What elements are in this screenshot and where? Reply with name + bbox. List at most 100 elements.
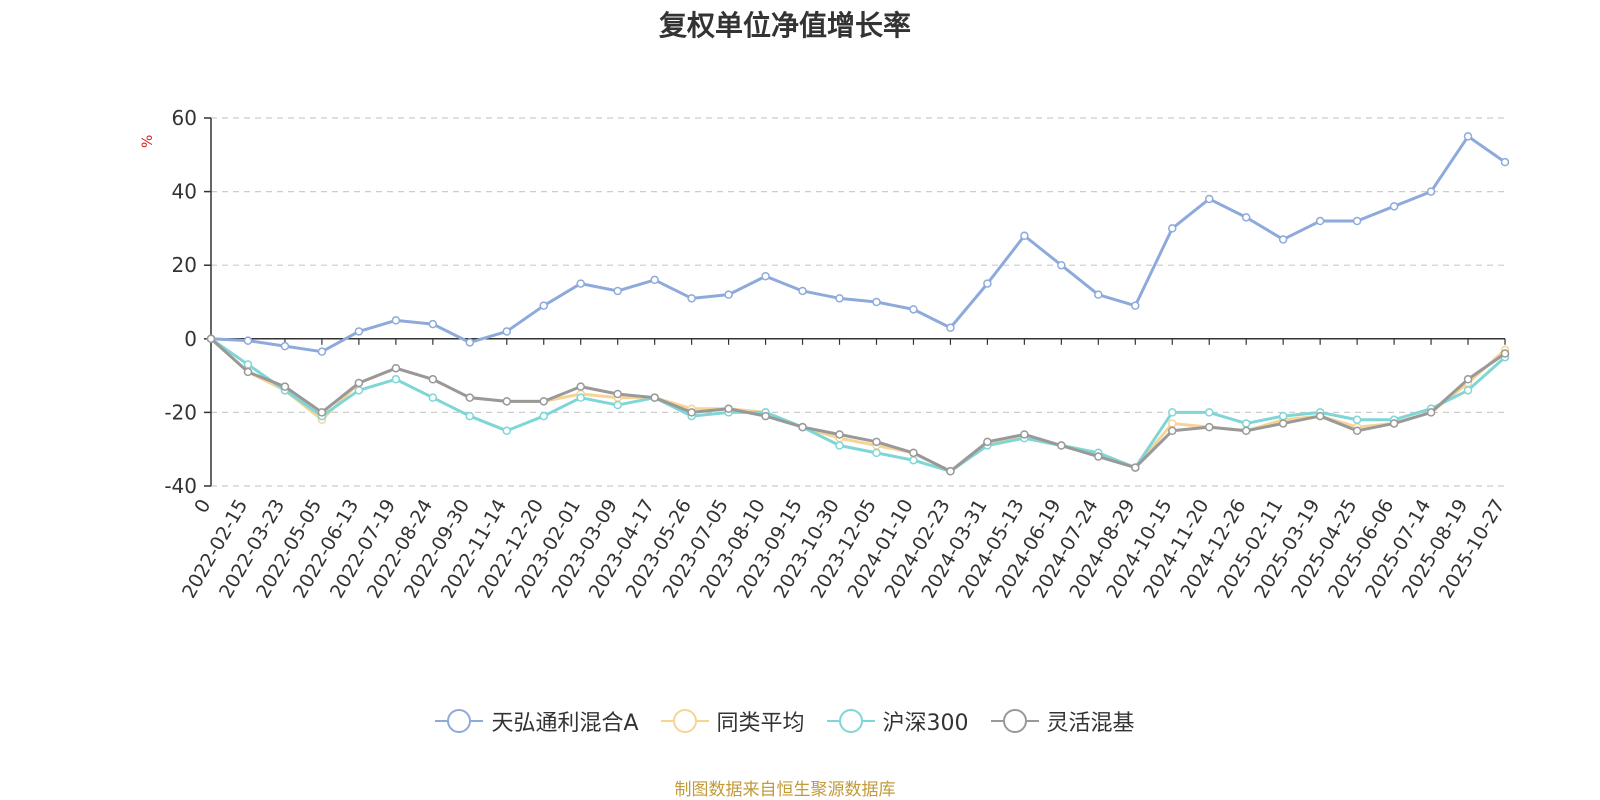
data-point <box>946 323 955 333</box>
data-point <box>724 404 733 413</box>
data-point <box>1500 157 1510 167</box>
data-point <box>1168 426 1177 436</box>
y-tick-label: 40 <box>172 180 197 204</box>
legend-item[interactable]: 灵活混基 <box>990 705 1135 737</box>
data-point <box>1315 216 1325 226</box>
data-source-note: 制图数据来自恒生聚源数据库 <box>674 780 896 800</box>
data-point <box>1057 441 1066 450</box>
data-point <box>613 400 622 410</box>
data-point <box>280 382 290 391</box>
data-point <box>1278 411 1288 421</box>
data-point <box>650 275 659 285</box>
data-point <box>1204 408 1214 417</box>
data-point <box>1057 260 1066 270</box>
legend-marker-icon <box>826 706 875 736</box>
x-tick-label: 0 <box>190 496 215 517</box>
data-point <box>576 279 585 288</box>
axis-layer <box>204 117 1506 487</box>
data-point <box>872 297 881 307</box>
data-point <box>317 347 327 356</box>
chart-title: 复权单位净值增长率 <box>658 9 911 42</box>
data-point <box>835 294 844 303</box>
series-line <box>210 337 1507 473</box>
y-tick-label: 60 <box>172 106 197 130</box>
data-point <box>872 448 881 458</box>
data-point <box>1241 213 1251 222</box>
data-point <box>354 378 364 388</box>
legend: 天弘通利混合A 同类平均 沪深300 灵活混基 <box>0 705 1570 737</box>
data-point <box>1463 386 1473 395</box>
data-point <box>354 386 364 395</box>
data-point <box>539 301 548 310</box>
data-point <box>465 338 475 347</box>
data-point <box>687 294 696 303</box>
data-point <box>1389 202 1399 211</box>
data-point <box>1352 216 1362 226</box>
label-layer: 6040200-20-4002022-02-152022-03-232022-0… <box>164 106 1509 602</box>
data-point <box>391 375 401 384</box>
data-point <box>502 426 512 436</box>
data-point <box>798 422 807 432</box>
data-point <box>983 279 992 288</box>
data-point <box>465 393 475 402</box>
legend-item[interactable]: 沪深300 <box>826 705 969 737</box>
data-point <box>391 363 401 373</box>
data-point <box>1463 132 1473 141</box>
data-point <box>243 360 253 369</box>
data-point <box>909 305 918 314</box>
data-point <box>391 316 401 325</box>
data-point <box>724 290 733 299</box>
grid-layer <box>211 117 1505 487</box>
y-tick-label: 0 <box>184 327 197 351</box>
series-layer <box>206 132 1510 476</box>
data-point <box>243 336 253 345</box>
data-point <box>613 389 622 399</box>
data-point <box>1278 235 1288 244</box>
data-point <box>1020 430 1029 439</box>
data-point <box>835 430 844 439</box>
data-point <box>280 341 290 351</box>
data-point <box>1278 419 1288 428</box>
data-point <box>946 467 955 476</box>
data-point <box>428 375 438 384</box>
data-point <box>687 408 696 417</box>
legend-label: 同类平均 <box>716 711 805 736</box>
series-line <box>210 134 1506 354</box>
data-point <box>1352 426 1362 436</box>
data-point <box>613 286 622 296</box>
data-point <box>1204 422 1214 432</box>
data-point <box>1131 301 1140 310</box>
data-point <box>502 397 512 406</box>
data-point <box>835 441 844 450</box>
data-point <box>1241 419 1251 428</box>
series-line <box>209 337 1507 473</box>
data-point <box>1131 463 1140 472</box>
data-point <box>576 382 585 391</box>
data-point <box>872 437 881 447</box>
legend-item[interactable]: 天弘通利混合A <box>435 705 639 737</box>
data-point <box>1168 408 1177 417</box>
data-point <box>539 397 548 406</box>
data-point <box>1426 408 1436 417</box>
data-point <box>1352 415 1362 425</box>
data-point <box>1094 290 1103 299</box>
data-point <box>798 286 807 296</box>
legend-item[interactable]: 同类平均 <box>660 705 805 737</box>
data-point <box>428 393 438 402</box>
data-point <box>576 393 585 402</box>
legend-marker-icon <box>435 706 484 736</box>
data-point <box>465 411 475 421</box>
data-point <box>243 367 253 377</box>
data-point <box>1168 224 1177 233</box>
data-point <box>502 327 512 336</box>
data-point <box>909 455 918 465</box>
data-point <box>1204 194 1214 204</box>
data-point <box>650 393 659 402</box>
data-point <box>761 411 770 421</box>
y-tick-label: -40 <box>164 474 197 498</box>
y-tick-label: 20 <box>172 253 197 277</box>
legend-marker-icon <box>660 706 709 736</box>
legend-label: 灵活混基 <box>1046 711 1135 736</box>
data-point <box>354 327 364 336</box>
